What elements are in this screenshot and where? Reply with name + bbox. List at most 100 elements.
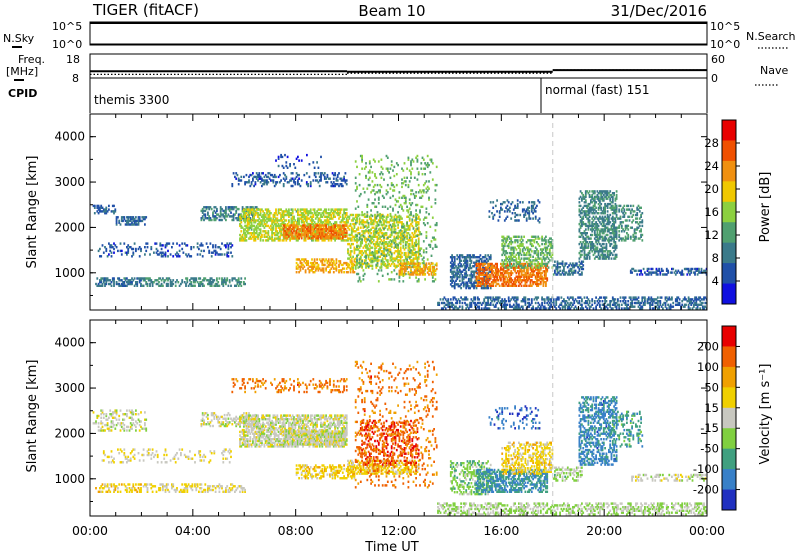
- power-point-3020: [361, 211, 363, 214]
- power-point-401: [150, 279, 153, 282]
- power-point-1701: [313, 235, 316, 238]
- power-point-665: [234, 206, 236, 209]
- power-point-620: [219, 213, 222, 216]
- power-point-2964: [417, 233, 420, 237]
- power-point-1969: [298, 173, 300, 177]
- power-point-4116: [498, 284, 501, 287]
- power-point-1897: [261, 184, 263, 188]
- power-point-4605: [530, 266, 533, 269]
- power-point-138: [131, 247, 133, 251]
- power-point-832: [250, 222, 253, 226]
- power-point-1819: [338, 224, 340, 227]
- power-point-1943: [284, 173, 286, 177]
- power-point-1499: [335, 212, 338, 215]
- power-point-2053: [280, 155, 282, 159]
- power-point-3885: [479, 254, 482, 257]
- power-point-146: [138, 255, 141, 258]
- power-point-1699: [312, 229, 315, 233]
- power-point-3136: [379, 189, 381, 192]
- power-point-1436: [327, 219, 330, 222]
- power-point-1860: [240, 179, 243, 182]
- power-point-1661: [303, 227, 306, 231]
- power-point-314: [115, 219, 118, 223]
- power-point-2470: [370, 228, 372, 231]
- power-point-2154: [321, 263, 324, 267]
- power-point-887: [257, 208, 259, 211]
- power-point-463: [191, 284, 194, 287]
- power-point-3396: [416, 167, 419, 170]
- power-point-4768: [510, 217, 513, 220]
- power-point-325: [122, 216, 124, 219]
- power-point-140: [132, 251, 135, 254]
- power-point-2622: [384, 264, 387, 267]
- power-point-2928: [415, 257, 417, 260]
- power-point-2719: [393, 219, 396, 222]
- power-point-1765: [326, 227, 329, 231]
- power-point-2699: [392, 257, 394, 260]
- power-point-2969: [417, 221, 420, 224]
- power-point-2: [96, 277, 99, 280]
- power-point-2592: [380, 221, 383, 224]
- power-point-452: [185, 277, 187, 280]
- power-point-2395: [362, 221, 365, 224]
- power-point-2038: [340, 177, 343, 180]
- power-point-823: [249, 212, 252, 215]
- power-point-1771: [327, 226, 330, 229]
- power-point-3254: [398, 280, 401, 283]
- power-point-1873: [250, 183, 253, 186]
- power-point-2704: [393, 264, 396, 267]
- power-point-2381: [361, 233, 363, 237]
- power-point-524: [221, 277, 223, 280]
- power-point-1815: [338, 231, 340, 234]
- power-point-898: [259, 237, 262, 240]
- power-point-2349: [357, 226, 360, 229]
- power-point-581: [205, 217, 208, 220]
- power-point-292: [102, 210, 105, 213]
- power-point-3344: [410, 211, 412, 214]
- power-point-2563: [377, 232, 380, 235]
- power-point-4614: [532, 255, 534, 258]
- power-point-4903: [574, 269, 577, 272]
- power-point-3079: [371, 267, 374, 270]
- power-point-490: [203, 277, 205, 280]
- power-point-1239: [303, 237, 306, 240]
- power-point-2111: [307, 267, 309, 270]
- power-point-1936: [279, 173, 281, 177]
- power-point-1721: [317, 224, 320, 227]
- power-point-2321: [354, 233, 357, 237]
- power-point-174: [160, 244, 163, 247]
- power-point-548: [236, 282, 239, 286]
- power-point-3359: [411, 189, 414, 192]
- power-point-1725: [318, 229, 321, 233]
- power-point-453: [186, 281, 189, 284]
- power-point-2551: [376, 224, 379, 228]
- power-point-226: [201, 255, 204, 258]
- power-point-219: [196, 242, 199, 245]
- power-point-1718: [317, 231, 320, 234]
- power-point-322: [120, 217, 123, 221]
- power-point-1521: [339, 232, 342, 235]
- power-point-3525: [435, 245, 438, 248]
- power-point-890: [258, 228, 261, 231]
- power-point-2676: [389, 248, 392, 251]
- power-point-309: [113, 204, 115, 208]
- power-point-1310: [311, 215, 313, 218]
- power-point-2272: [349, 237, 352, 240]
- power-point-3207: [390, 252, 393, 256]
- power-point-810: [248, 221, 250, 224]
- power-point-3105: [374, 160, 376, 163]
- power-point-1654: [302, 227, 304, 231]
- power-point-2471: [370, 222, 372, 226]
- power-point-1716: [317, 237, 320, 240]
- power-point-988: [271, 230, 273, 233]
- power-point-932: [263, 219, 266, 222]
- power-point-2259: [348, 228, 351, 231]
- power-point-97: [99, 255, 101, 258]
- power-point-47: [118, 279, 121, 282]
- power-point-1588: [284, 224, 286, 227]
- power-point-2990: [356, 185, 358, 189]
- power-point-2170: [326, 260, 329, 263]
- power-point-1270: [305, 208, 308, 211]
- power-point-1571: [345, 221, 348, 224]
- power-point-50: [119, 279, 122, 282]
